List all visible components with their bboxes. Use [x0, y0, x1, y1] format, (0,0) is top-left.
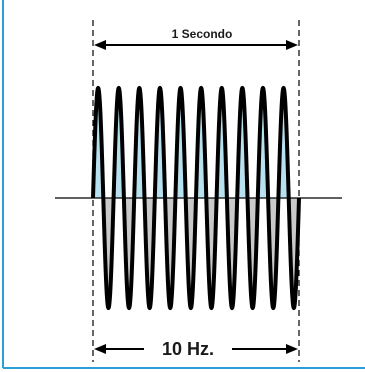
frequency-label: 10 Hz. [144, 337, 232, 361]
arrowhead-left [94, 40, 106, 50]
arrowhead-left [94, 344, 106, 354]
duration-label: 1 Secondo [152, 26, 252, 42]
duration-arrow [94, 40, 298, 50]
waveform [91, 86, 301, 310]
arrowhead-right [286, 344, 298, 354]
arrowhead-right [286, 40, 298, 50]
